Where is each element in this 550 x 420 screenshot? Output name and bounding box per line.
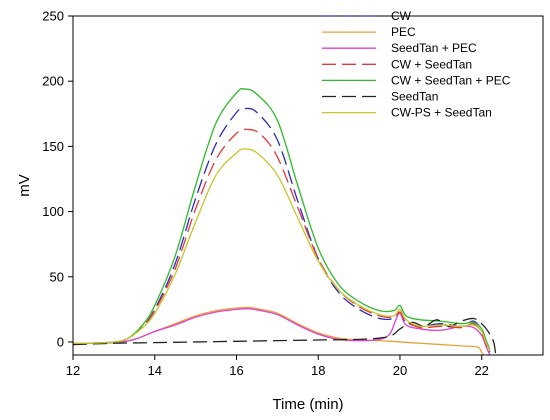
series-layer xyxy=(73,88,497,355)
legend-item-cw-seedtan: CW + SeedTan xyxy=(322,57,472,71)
axes-layer: 12 14 16 18 20 22 0 50 100 150 200 250 xyxy=(42,9,489,379)
legend: CW PEC SeedTan + PEC CW + SeedTan CW + SeedT… xyxy=(322,9,511,120)
y-tick-label: 250 xyxy=(42,9,64,24)
plot-frame xyxy=(72,15,544,356)
x-tick-label: 12 xyxy=(66,363,80,378)
y-tick-label: 100 xyxy=(42,204,64,219)
legend-label: PEC xyxy=(391,25,416,39)
legend-label: CW-PS + SeedTan xyxy=(391,106,492,120)
legend-item-cw: CW xyxy=(322,9,412,23)
x-tick-label: 14 xyxy=(148,363,162,378)
x-tick-label: 16 xyxy=(229,363,243,378)
legend-label: CW + SeedTan xyxy=(391,57,472,71)
legend-label: SeedTan xyxy=(391,90,438,104)
series-line-cw-seedtan-pec xyxy=(73,88,491,351)
legend-item-cw-ps-seedtan: CW-PS + SeedTan xyxy=(322,106,492,120)
y-axis-title: mV xyxy=(16,174,33,197)
x-tick-label: 18 xyxy=(311,363,325,378)
legend-label: SeedTan + PEC xyxy=(391,41,477,55)
x-axis-title: Time (min) xyxy=(272,396,343,413)
legend-item-cw-seedtan-pec: CW + SeedTan + PEC xyxy=(322,73,511,87)
series-line-cw-seedtan xyxy=(73,128,491,353)
series-line-seedtan xyxy=(73,317,497,355)
y-tick-label: 200 xyxy=(42,74,64,89)
legend-item-seedtan: SeedTan xyxy=(322,90,438,104)
legend-item-pec: PEC xyxy=(322,25,416,39)
series-line-cw-ps-seedtan xyxy=(73,148,491,352)
y-tick-label: 150 xyxy=(42,139,64,154)
x-tick-label: 20 xyxy=(393,363,407,378)
legend-label: CW xyxy=(391,9,412,23)
x-tick-label: 22 xyxy=(474,363,488,378)
y-tick-label: 0 xyxy=(57,334,64,349)
series-line-pec xyxy=(73,306,485,355)
legend-label: CW + SeedTan + PEC xyxy=(391,73,511,87)
y-tick-label: 50 xyxy=(50,269,64,284)
legend-item-seedtan-pec: SeedTan + PEC xyxy=(322,41,477,55)
